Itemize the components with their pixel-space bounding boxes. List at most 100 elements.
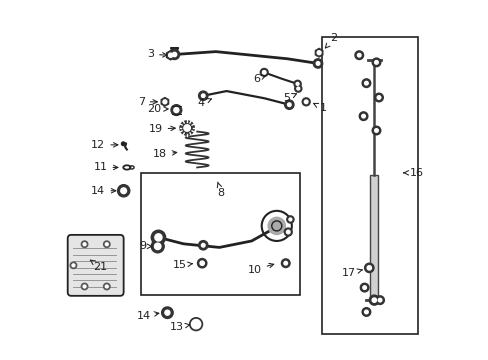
Text: 13: 13 xyxy=(169,322,189,332)
Circle shape xyxy=(121,188,126,194)
Circle shape xyxy=(262,71,265,74)
Circle shape xyxy=(174,108,179,113)
Circle shape xyxy=(294,85,301,92)
Bar xyxy=(321,37,418,334)
Text: 5: 5 xyxy=(283,93,296,103)
Circle shape xyxy=(191,319,201,329)
Circle shape xyxy=(194,322,198,326)
Text: 15: 15 xyxy=(172,260,192,270)
Text: 12: 12 xyxy=(91,140,118,150)
Circle shape xyxy=(317,51,320,55)
Circle shape xyxy=(375,296,384,305)
Circle shape xyxy=(296,82,298,85)
Text: 11: 11 xyxy=(93,162,118,172)
Circle shape xyxy=(293,80,301,87)
Circle shape xyxy=(362,79,370,87)
Text: 20: 20 xyxy=(147,104,168,114)
Text: 7: 7 xyxy=(138,97,157,107)
Circle shape xyxy=(378,298,381,302)
Circle shape xyxy=(155,234,162,241)
Circle shape xyxy=(191,319,201,329)
Circle shape xyxy=(201,94,204,98)
Text: 14: 14 xyxy=(136,311,159,320)
Circle shape xyxy=(304,100,307,104)
Circle shape xyxy=(121,142,125,145)
Circle shape xyxy=(267,217,285,234)
Circle shape xyxy=(284,228,292,236)
Text: 17: 17 xyxy=(342,268,362,278)
Circle shape xyxy=(366,266,371,270)
Polygon shape xyxy=(161,98,168,106)
Circle shape xyxy=(371,126,380,135)
Circle shape xyxy=(172,52,176,57)
Text: 14: 14 xyxy=(91,186,116,196)
Circle shape xyxy=(154,243,161,249)
Circle shape xyxy=(368,295,379,305)
Text: 8: 8 xyxy=(217,182,224,198)
Bar xyxy=(369,175,378,300)
Circle shape xyxy=(83,285,86,288)
Circle shape xyxy=(364,81,367,85)
Circle shape xyxy=(201,243,204,247)
Text: 10: 10 xyxy=(247,264,273,275)
Text: 9: 9 xyxy=(139,241,151,251)
Text: 1: 1 xyxy=(313,103,326,113)
Text: 6: 6 xyxy=(252,74,265,84)
Circle shape xyxy=(168,53,172,57)
Circle shape xyxy=(374,60,378,64)
Circle shape xyxy=(376,96,380,99)
Circle shape xyxy=(284,261,287,265)
Text: 4: 4 xyxy=(198,98,211,108)
Circle shape xyxy=(360,283,368,292)
Circle shape xyxy=(72,264,75,267)
Circle shape xyxy=(364,263,373,273)
Circle shape xyxy=(260,68,267,76)
Circle shape xyxy=(198,91,207,100)
Circle shape xyxy=(189,318,202,330)
Circle shape xyxy=(171,105,182,116)
Circle shape xyxy=(81,283,88,290)
Circle shape xyxy=(83,243,86,246)
FancyBboxPatch shape xyxy=(67,235,123,296)
Circle shape xyxy=(162,307,173,319)
Circle shape xyxy=(180,121,194,135)
Circle shape xyxy=(103,241,110,247)
Circle shape xyxy=(284,100,293,109)
Polygon shape xyxy=(315,48,322,57)
Text: 16: 16 xyxy=(403,168,423,178)
Text: 2: 2 xyxy=(325,33,337,48)
Circle shape xyxy=(200,261,204,265)
Circle shape xyxy=(316,62,319,65)
Circle shape xyxy=(364,310,367,314)
Circle shape xyxy=(357,53,360,57)
Polygon shape xyxy=(166,50,174,60)
Circle shape xyxy=(288,218,291,221)
Circle shape xyxy=(197,258,206,268)
Circle shape xyxy=(354,51,363,59)
Circle shape xyxy=(361,114,365,118)
Circle shape xyxy=(362,308,370,316)
Circle shape xyxy=(151,230,165,244)
Text: 19: 19 xyxy=(148,124,175,134)
Circle shape xyxy=(313,59,322,68)
Circle shape xyxy=(296,87,299,90)
Circle shape xyxy=(117,185,129,197)
Text: 3: 3 xyxy=(147,49,167,59)
Circle shape xyxy=(183,125,190,131)
Circle shape xyxy=(70,262,77,269)
Circle shape xyxy=(151,240,164,253)
Circle shape xyxy=(281,259,289,267)
Circle shape xyxy=(374,129,378,132)
Circle shape xyxy=(359,112,367,121)
Circle shape xyxy=(371,58,380,67)
Circle shape xyxy=(164,310,169,315)
Circle shape xyxy=(362,286,366,289)
Circle shape xyxy=(103,283,110,290)
Circle shape xyxy=(81,241,88,247)
Circle shape xyxy=(163,100,166,104)
Circle shape xyxy=(169,49,179,59)
Circle shape xyxy=(105,285,108,288)
Circle shape xyxy=(198,240,207,250)
Circle shape xyxy=(287,103,290,107)
Circle shape xyxy=(374,93,383,102)
